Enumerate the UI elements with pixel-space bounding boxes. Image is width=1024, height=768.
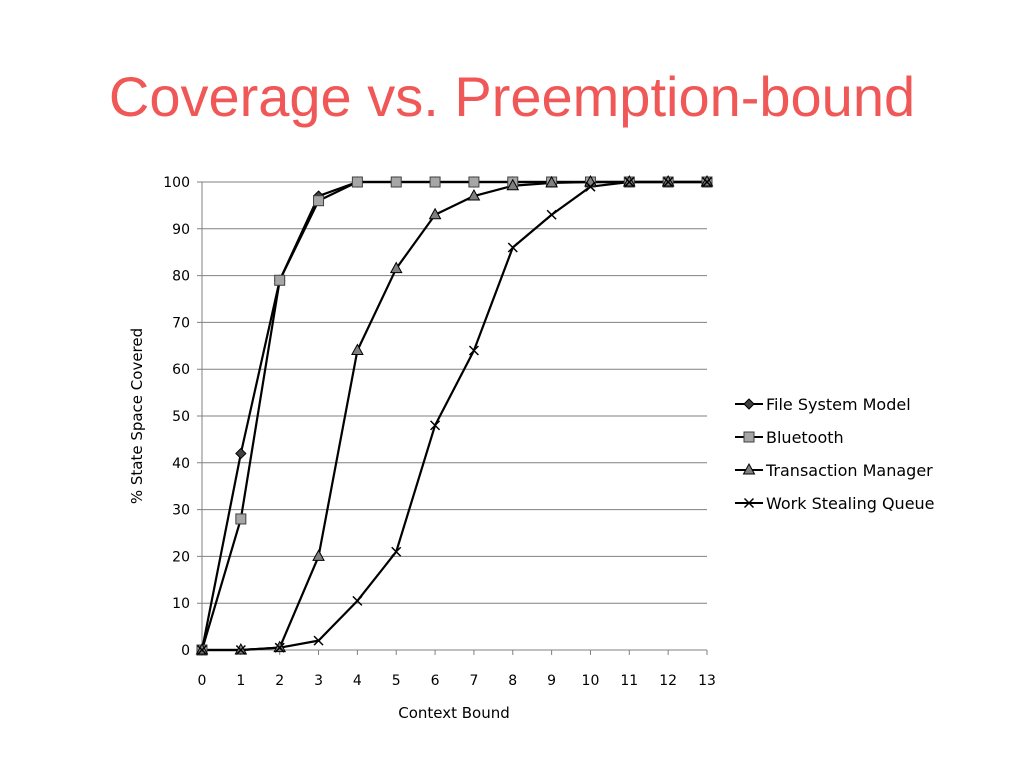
data-point-bluetooth [235, 513, 247, 525]
slide-title: Coverage vs. Preemption-bound [108, 65, 916, 128]
data-point-bluetooth [429, 176, 441, 188]
legend-label-work-stealing-queue: Work Stealing Queue [766, 494, 935, 513]
axes [201, 182, 708, 655]
x-tick-label: 13 [698, 673, 716, 689]
data-point-file-system-model [235, 447, 247, 460]
x-tick-label: 7 [469, 673, 478, 689]
legend-marker-file-system-model [743, 398, 755, 410]
data-point-work-stealing-queue [274, 642, 285, 653]
y-axis-title: % State Space Covered [128, 328, 146, 504]
x-tick-label: 10 [582, 673, 600, 689]
series-markers [195, 174, 714, 656]
legend-label-transaction-manager: Transaction Manager [765, 461, 933, 480]
data-point-bluetooth [313, 195, 325, 207]
gridlines [197, 181, 707, 651]
x-tick-label: 12 [659, 673, 677, 689]
data-point-work-stealing-queue [352, 595, 363, 606]
data-point-work-stealing-queue [701, 176, 713, 188]
y-tick-label: 40 [172, 456, 190, 472]
data-point-work-stealing-queue [585, 181, 596, 192]
y-tick-labels: 0 10 20 30 40 50 60 70 80 90 100 [163, 175, 190, 659]
series-lines [200, 180, 707, 652]
x-tick-label: 9 [547, 673, 556, 689]
data-point-bluetooth [468, 176, 480, 188]
legend-label-file-system-model: File System Model [766, 395, 911, 414]
data-point-work-stealing-queue [468, 345, 479, 356]
series-line-work-stealing-queue [202, 180, 707, 652]
data-point-transaction-manager [312, 549, 325, 561]
data-point-bluetooth [274, 274, 286, 286]
y-tick-label: 60 [172, 362, 190, 378]
x-tick-label: 8 [508, 673, 517, 689]
y-tick-label: 90 [172, 222, 190, 238]
y-tick-label: 20 [172, 549, 190, 565]
x-tick-labels: 0 1 2 3 4 5 6 7 8 9 10 11 12 13 [198, 673, 716, 689]
data-point-work-stealing-queue [624, 176, 635, 188]
x-tick-label: 5 [392, 673, 401, 689]
data-point-work-stealing-queue [235, 644, 246, 656]
data-point-work-stealing-queue [507, 242, 518, 253]
data-point-transaction-manager [428, 207, 442, 220]
data-point-transaction-manager [467, 189, 481, 201]
x-tick-label: 11 [620, 673, 638, 689]
data-point-transaction-manager [506, 178, 520, 191]
legend-marker-work-stealing-queue [743, 497, 755, 509]
data-point-transaction-manager [389, 261, 403, 274]
y-tick-label: 30 [172, 503, 190, 519]
y-tick-label: 0 [181, 643, 190, 659]
legend-label-bluetooth: Bluetooth [766, 428, 844, 447]
x-axis-title: Context Bound [398, 704, 510, 722]
x-tick-label: 4 [353, 673, 362, 689]
data-point-bluetooth [390, 176, 402, 188]
y-tick-label: 50 [172, 409, 190, 425]
x-tick-label: 3 [314, 673, 323, 689]
x-tick-label: 0 [198, 673, 207, 689]
data-point-work-stealing-queue [430, 420, 441, 431]
data-point-work-stealing-queue [313, 635, 324, 646]
y-tick-label: 80 [172, 269, 190, 285]
legend: File System Model Bluetooth Transaction Ma… [735, 395, 935, 513]
x-tick-label: 2 [275, 673, 284, 689]
data-point-bluetooth [351, 176, 363, 188]
y-tick-label: 100 [163, 175, 190, 191]
data-point-work-stealing-queue [391, 546, 402, 557]
data-point-work-stealing-queue [546, 209, 557, 220]
legend-marker-transaction-manager [742, 462, 756, 475]
data-point-work-stealing-queue [663, 176, 674, 188]
legend-marker-bluetooth [743, 431, 755, 443]
x-tick-label: 6 [431, 673, 440, 689]
data-point-transaction-manager [545, 175, 558, 188]
y-tick-label: 10 [172, 596, 190, 612]
data-point-work-stealing-queue [196, 644, 208, 656]
y-tick-label: 70 [172, 315, 190, 331]
data-point-transaction-manager [351, 343, 364, 355]
x-tick-label: 1 [236, 673, 245, 689]
